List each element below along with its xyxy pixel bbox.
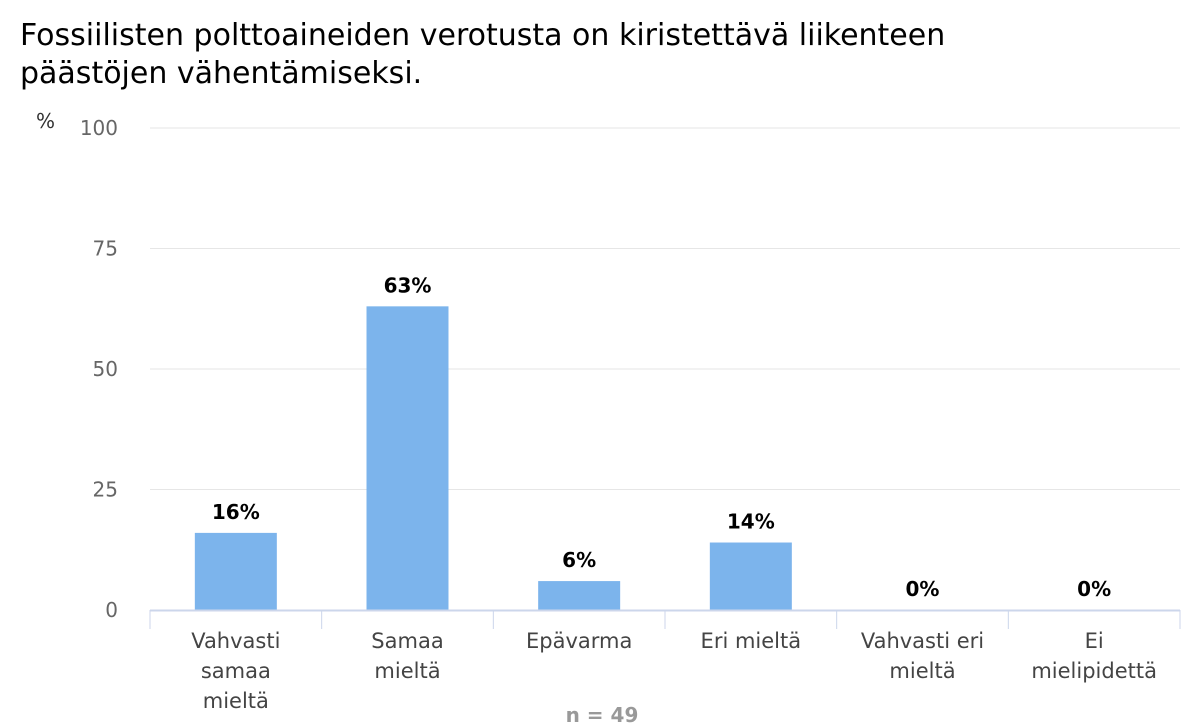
y-tick-label: 100 [80,116,118,140]
x-tick-label: Samaa mieltä [371,629,443,683]
data-label: 16% [212,500,260,524]
bar [538,581,621,610]
data-label: 6% [562,548,596,572]
sample-size-note: n = 49 [566,703,639,727]
x-tick-label: Vahvasti eri mieltä [861,629,984,683]
bar [709,542,792,610]
x-axis [149,609,1181,629]
x-tick-label: Eri mieltä [701,629,802,653]
chart-title: Fossiilisten polttoaineiden verotusta on… [20,18,945,91]
y-tick-label: 50 [93,357,118,381]
data-label: 0% [906,577,940,601]
grid [150,127,1180,490]
chart-title-line: Fossiilisten polttoaineiden verotusta on… [20,18,945,53]
data-label: 0% [1077,577,1111,601]
data-labels: 16% 63% 6% 14% 0% 0% [212,273,1111,601]
x-axis-labels: Vahvasti samaa mieltä Samaa mieltä Epävarma Er… [191,629,1157,713]
y-tick-label: 25 [93,478,118,502]
y-axis-label: % [36,109,55,133]
y-tick-label: 0 [105,598,118,622]
bars [194,306,792,610]
x-tick-label: Vahvasti samaa mieltä [191,629,280,713]
bar [194,532,277,610]
x-tick-label: Ei mielipidettä [1031,629,1157,683]
x-tick-label: Epävarma [526,629,632,653]
bar [366,306,449,610]
y-tick-label: 75 [93,237,118,261]
y-axis-ticks: 0 25 50 75 100 [80,116,118,622]
chart-title-line: päästöjen vähentämiseksi. [20,56,422,91]
data-label: 63% [384,273,432,297]
data-label: 14% [727,510,775,534]
